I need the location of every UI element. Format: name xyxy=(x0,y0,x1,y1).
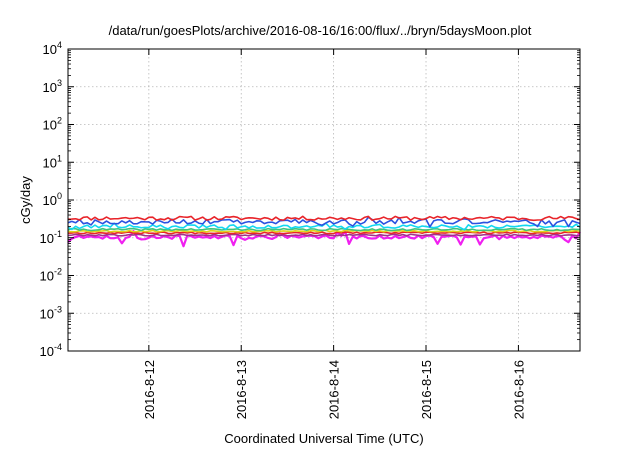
series-line xyxy=(67,215,581,222)
x-axis-label: Coordinated Universal Time (UTC) xyxy=(224,431,423,446)
x-tick-label: 2016-8-12 xyxy=(142,360,157,419)
x-tick-label: 2016-8-14 xyxy=(327,360,342,419)
x-tick-label: 2016-8-16 xyxy=(511,360,526,419)
x-tick-label: 2016-8-15 xyxy=(419,360,434,419)
x-tick-label: 2016-8-13 xyxy=(234,360,249,419)
y-tick-label: 101 xyxy=(43,153,62,170)
y-tick-label: 103 xyxy=(43,78,62,95)
grid xyxy=(68,49,580,351)
y-tick-label: 104 xyxy=(43,40,62,57)
series-line xyxy=(67,233,581,237)
y-tick-label: 10-2 xyxy=(40,267,62,284)
series-layer xyxy=(67,215,581,248)
y-tick-label: 10-1 xyxy=(40,229,62,246)
chart-title: /data/run/goesPlots/archive/2016-08-16/1… xyxy=(109,23,532,38)
y-tick-label: 10-4 xyxy=(40,342,62,359)
y-axis-label: cGy/day xyxy=(18,176,33,224)
y-tick-label: 10-3 xyxy=(40,304,62,321)
series-line xyxy=(67,216,581,228)
x-axis: 2016-8-12 2016-8-13 2016-8-14 2016-8-15 2016… xyxy=(142,49,526,419)
series-line xyxy=(67,227,581,232)
y-axis: 10-4 10-3 10-2 10-1 100 101 102 103 104 xyxy=(40,40,580,359)
y-tick-label: 102 xyxy=(43,116,62,133)
y-tick-label: 100 xyxy=(43,191,62,208)
